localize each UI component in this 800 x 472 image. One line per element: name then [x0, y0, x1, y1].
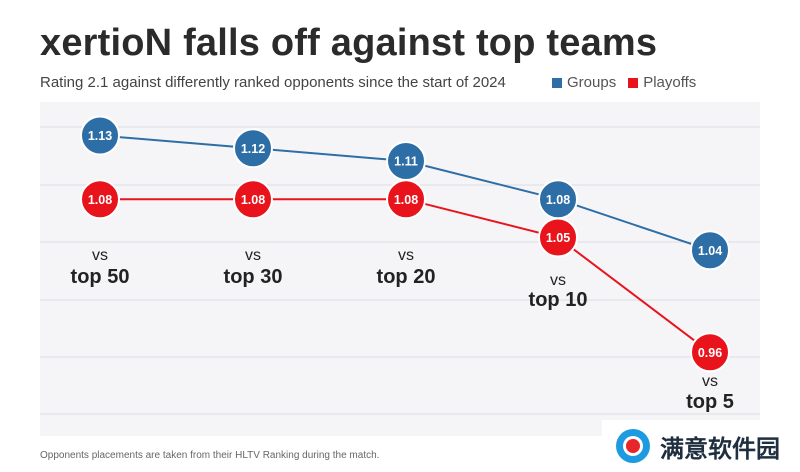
legend-label-playoffs: Playoffs	[643, 74, 697, 91]
footnote: Opponents placements are taken from thei…	[40, 450, 380, 461]
data-label-playoffs-2: 1.08	[394, 193, 418, 207]
data-label-groups-1: 1.12	[241, 142, 265, 156]
legend-label-groups: Groups	[567, 74, 617, 91]
category-vs-label-0: vs	[92, 247, 108, 264]
watermark-logo-icon	[616, 429, 650, 463]
data-point-groups-3	[538, 179, 578, 220]
legend-swatch-playoffs	[628, 77, 639, 88]
category-vs-label-4: vs	[702, 373, 718, 390]
category-label-0: top 50	[71, 266, 130, 288]
data-label-groups-4: 1.04	[698, 244, 722, 258]
chart-title: xertioN falls off against top teams	[40, 22, 658, 64]
data-point-playoffs-0	[80, 179, 120, 220]
data-label-playoffs-4: 0.96	[698, 346, 722, 360]
data-label-groups-2: 1.11	[394, 155, 418, 169]
category-label-1: top 30	[224, 266, 283, 288]
data-point-playoffs-4	[690, 332, 730, 373]
watermark-text: 满意软件园	[660, 435, 780, 463]
category-vs-label-1: vs	[245, 247, 261, 264]
data-point-groups-0	[80, 115, 120, 156]
data-point-groups-4	[690, 230, 730, 271]
data-point-playoffs-1	[233, 179, 273, 220]
data-point-groups-2	[386, 141, 426, 181]
data-point-groups-1	[233, 128, 273, 169]
data-label-playoffs-3: 1.05	[546, 231, 570, 245]
category-label-3: top 10	[529, 289, 588, 311]
chart-subtitle: Rating 2.1 against differently ranked op…	[40, 74, 506, 91]
data-label-groups-0: 1.13	[88, 129, 112, 143]
category-vs-label-3: vs	[550, 272, 566, 289]
watermark: 满意软件园	[602, 420, 800, 472]
legend-item-playoffs: Playoffs	[628, 74, 696, 91]
legend-item-groups: Groups	[552, 74, 616, 91]
category-vs-label-2: vs	[398, 247, 414, 264]
category-label-4: top 5	[686, 391, 734, 413]
legend: Groups Playoffs	[552, 74, 696, 91]
data-label-groups-3: 1.08	[546, 193, 570, 207]
data-label-playoffs-0: 1.08	[88, 193, 112, 207]
data-label-playoffs-1: 1.08	[241, 193, 265, 207]
category-label-2: top 20	[377, 266, 436, 288]
legend-swatch-groups	[552, 77, 562, 88]
